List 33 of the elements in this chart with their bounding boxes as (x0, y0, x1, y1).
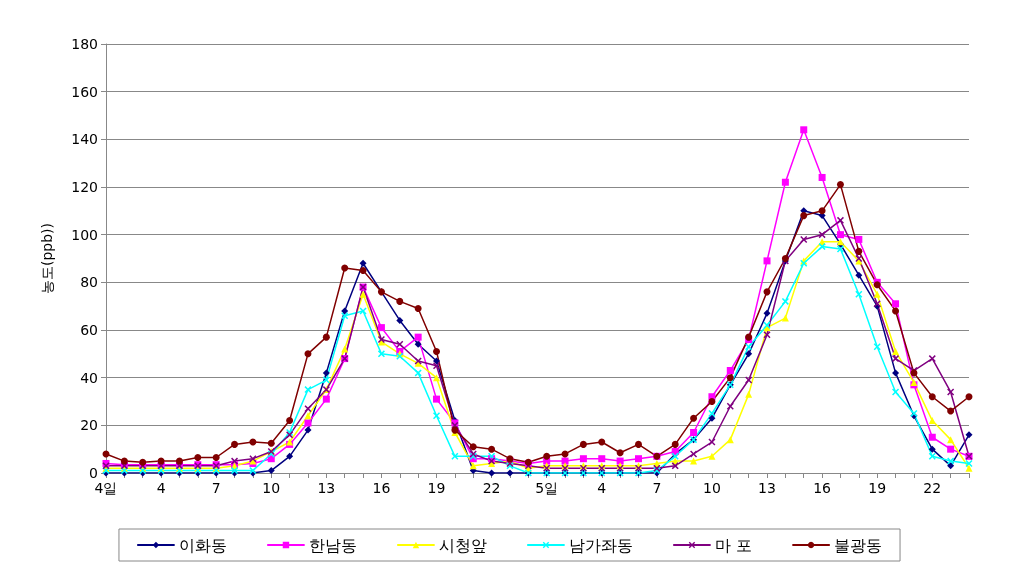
legend-label: 마 포 (714, 535, 753, 555)
x-tick-label: 7 (211, 480, 221, 496)
y-tick-label: 140 (71, 131, 98, 148)
legend-label: 시청앞 (438, 535, 487, 555)
x-tick-label: 4 (597, 480, 607, 496)
x-tick-label: 22 (923, 480, 942, 496)
x-tick-label: 4 (156, 480, 166, 496)
y-axis-title: 농도(ppb)) (39, 222, 55, 295)
y-tick-label: 120 (71, 179, 98, 195)
x-tick-label: 13 (758, 480, 776, 496)
x-tick-label: 19 (427, 480, 446, 496)
y-tick-label: 0 (89, 465, 98, 481)
y-tick-label: 20 (80, 417, 98, 434)
legend-label: 불광동 (834, 535, 883, 555)
x-tick-label: 5일 (535, 480, 559, 496)
y-tick-label: 40 (80, 369, 98, 386)
y-tick-label: 160 (71, 83, 98, 100)
x-tick-label: 16 (813, 480, 832, 496)
x-tick-label: 16 (372, 480, 391, 496)
y-tick-label: 60 (80, 322, 98, 338)
legend-label: 이화동 (178, 535, 227, 555)
x-tick-label: 22 (482, 480, 501, 496)
x-tick-label: 13 (317, 480, 336, 496)
x-tick-label: 10 (703, 480, 721, 496)
legend-label: 남가좌동 (568, 535, 633, 555)
x-tick-label: 19 (868, 480, 887, 496)
x-tick-label: 7 (652, 480, 662, 496)
y-tick-label: 180 (71, 36, 98, 52)
x-tick-label: 4일 (94, 480, 118, 496)
y-tick-label: 100 (71, 226, 98, 243)
y-tick-label: 80 (80, 274, 98, 291)
x-tick-label: 10 (262, 480, 281, 496)
legend-label: 한남동 (308, 535, 357, 555)
